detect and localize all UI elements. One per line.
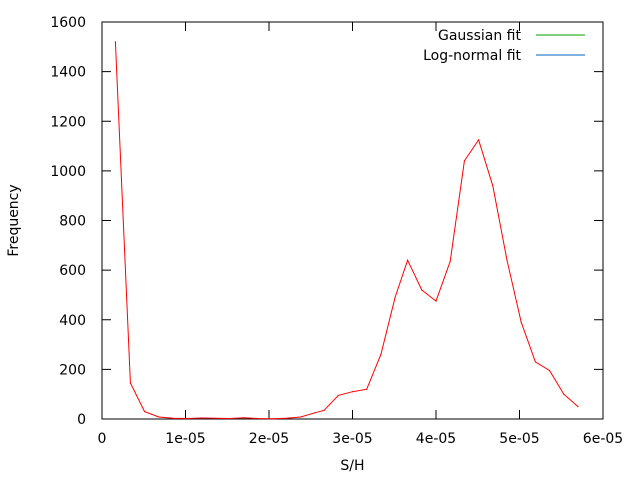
data-point [143, 410, 146, 413]
axis-tick-labels: 0 1e-05 2e-05 3e-05 4e-05 5e-05 6e-05 0 200 400 60… [50, 15, 623, 447]
x-tick-label: 3e-05 [332, 431, 372, 447]
x-tick-label: 0 [98, 431, 107, 447]
data-point [463, 160, 465, 162]
data-point [506, 259, 508, 261]
y-tick-label: 1000 [50, 164, 86, 180]
y-tick-label: 800 [59, 214, 86, 230]
data-point [257, 417, 259, 420]
data-point [337, 394, 339, 397]
x-tick-label: 4e-05 [416, 431, 456, 447]
data-point [380, 353, 382, 356]
data-point [323, 409, 325, 411]
data-point [172, 417, 174, 419]
y-tick-label: 600 [59, 263, 86, 279]
y-axis-label: Frequency [6, 184, 22, 256]
y-tick-label: 1600 [50, 15, 86, 31]
data-point [563, 393, 565, 395]
x-axis-label: S/H [340, 458, 364, 474]
data-point [243, 417, 245, 419]
series-lines [114, 41, 579, 420]
data-point [300, 416, 302, 418]
data-point [394, 296, 396, 299]
data-point [285, 417, 288, 419]
y-tick-label: 1400 [50, 65, 86, 81]
y-tick-label: 200 [59, 362, 86, 378]
legend-label: Log-normal fit [423, 48, 521, 64]
legend-label: Gaussian fit [438, 28, 521, 44]
data-point [577, 405, 579, 408]
legend: Gaussian fit Log-normal fit [423, 28, 585, 64]
data-point [477, 139, 480, 141]
data-point [421, 289, 423, 291]
data-point [158, 416, 160, 418]
x-tick-label: 5e-05 [499, 431, 539, 447]
data-point [449, 260, 451, 263]
data-point [351, 391, 354, 393]
data-point [366, 388, 368, 390]
data-point [200, 417, 202, 419]
data-point [407, 259, 409, 261]
y-tick-label: 400 [59, 313, 86, 329]
data-point [186, 417, 188, 420]
y-tick-label: 1200 [50, 114, 86, 130]
data-point [520, 321, 522, 323]
data-point [548, 370, 551, 372]
data-point [534, 361, 536, 363]
x-tick-label: 6e-05 [583, 431, 623, 447]
data-point [129, 382, 131, 384]
data-point [492, 185, 494, 187]
data-point [229, 417, 231, 420]
x-tick-label: 2e-05 [249, 431, 289, 447]
data-point [314, 412, 316, 414]
plot-frame [101, 21, 604, 420]
data-point [214, 417, 217, 419]
series-line [114, 41, 579, 420]
data-point [435, 300, 437, 302]
x-tick-label: 1e-05 [165, 431, 205, 447]
axis-ticks [101, 21, 604, 420]
data-point [271, 418, 273, 420]
data-point [114, 41, 116, 43]
y-tick-label: 0 [77, 412, 86, 428]
